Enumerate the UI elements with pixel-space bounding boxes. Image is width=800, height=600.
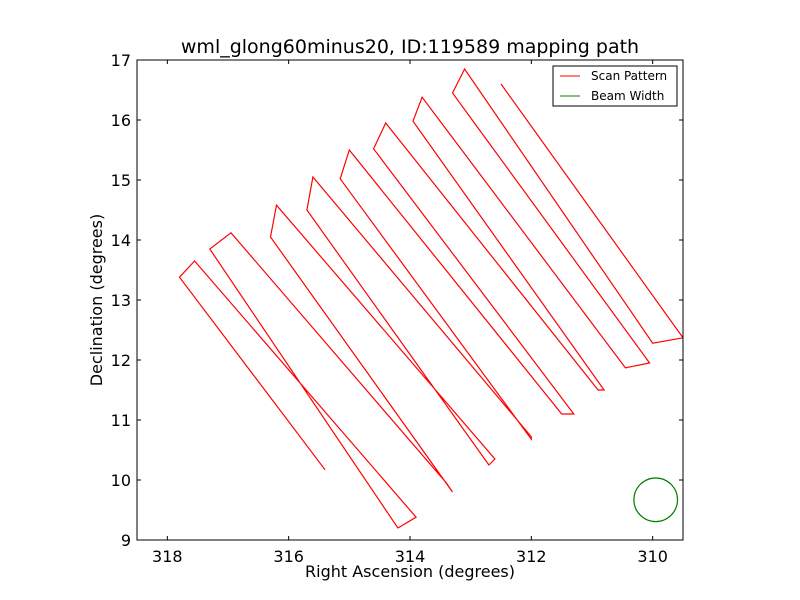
y-tick-label: 10 bbox=[111, 471, 131, 490]
x-tick-label: 314 bbox=[395, 547, 426, 566]
y-tick-label: 14 bbox=[111, 231, 131, 250]
chart-title: wml_glong60minus20, ID:119589 mapping pa… bbox=[181, 36, 639, 58]
y-tick-label: 17 bbox=[111, 51, 131, 70]
y-tick-label: 16 bbox=[111, 111, 131, 130]
x-tick-label: 318 bbox=[152, 547, 183, 566]
x-axis-ticks: 318 316 314 312 310 bbox=[152, 60, 668, 566]
y-axis-label: Declination (degrees) bbox=[87, 214, 106, 386]
y-tick-label: 15 bbox=[111, 171, 131, 190]
legend-label-scan-pattern: Scan Pattern bbox=[591, 69, 667, 83]
y-tick-label: 9 bbox=[121, 531, 131, 550]
y-tick-label: 11 bbox=[111, 411, 131, 430]
legend-label-beam-width: Beam Width bbox=[591, 89, 664, 103]
plot-background bbox=[137, 60, 683, 540]
y-tick-label: 13 bbox=[111, 291, 131, 310]
series-line-scan-pattern bbox=[178, 67, 683, 529]
x-axis-label: Right Ascension (degrees) bbox=[305, 562, 515, 581]
legend-box bbox=[552, 65, 678, 107]
series-layer bbox=[178, 67, 683, 529]
y-tick-label: 12 bbox=[111, 351, 131, 370]
x-tick-label: 310 bbox=[637, 547, 668, 566]
plot-area: 318 316 314 312 310 9 10 11 12 13 14 15 16 17 bbox=[111, 51, 684, 566]
legend: Scan Pattern Beam Width bbox=[552, 65, 678, 107]
x-tick-label: 312 bbox=[516, 547, 547, 566]
y-axis-ticks: 9 10 11 12 13 14 15 16 17 bbox=[111, 51, 683, 550]
x-tick-label: 316 bbox=[273, 547, 304, 566]
series-circle-beam-width bbox=[633, 477, 679, 523]
